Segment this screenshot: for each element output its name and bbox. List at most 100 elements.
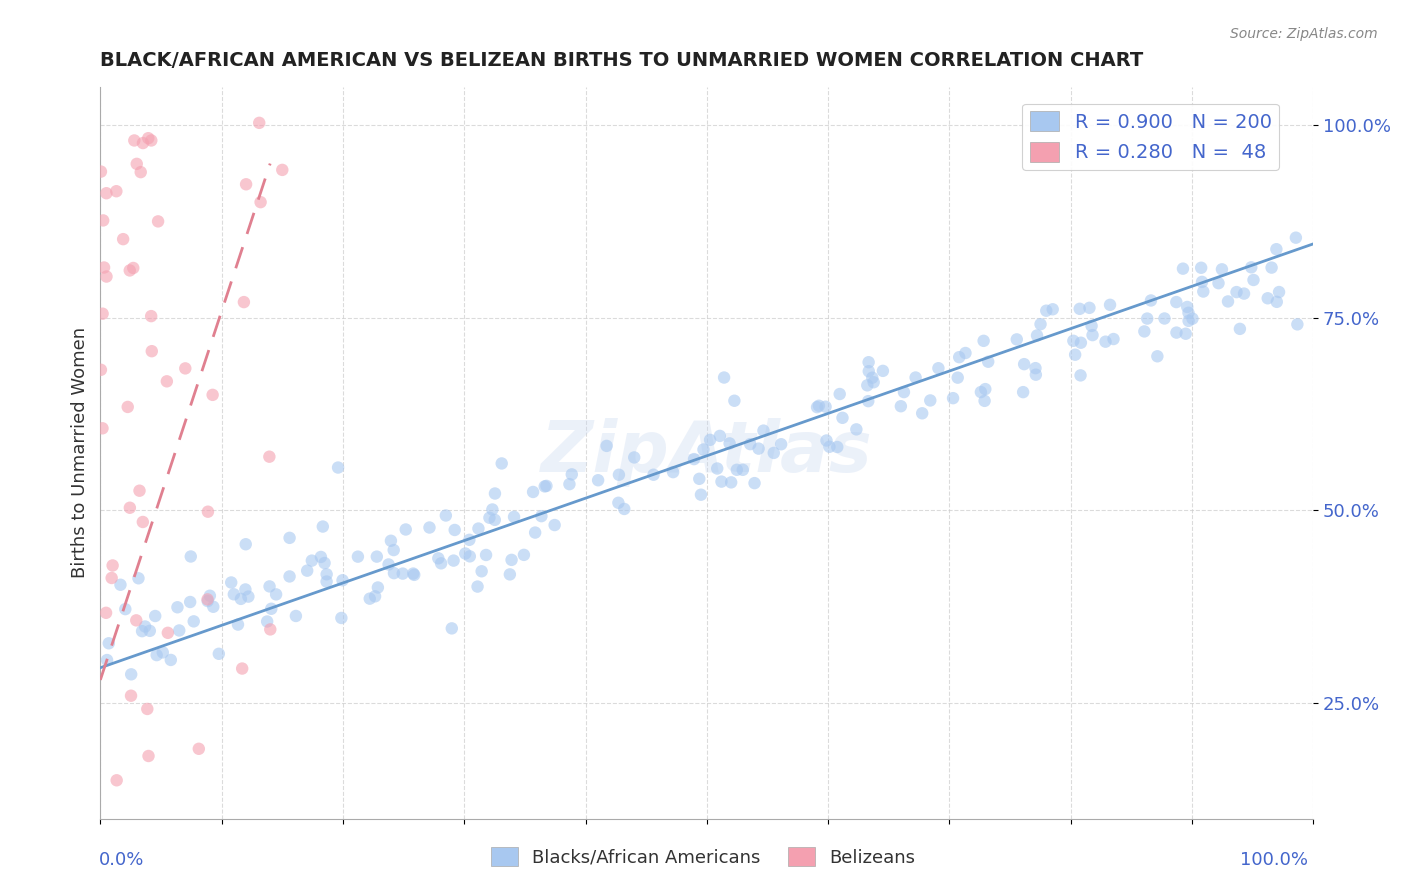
- Point: [713, 370, 735, 384]
- Point: [1171, 261, 1194, 276]
- Point: [1099, 298, 1122, 312]
- Point: [690, 488, 713, 502]
- Point: [607, 496, 630, 510]
- Point: [332, 573, 354, 587]
- Point: [862, 376, 884, 390]
- Point: [382, 566, 405, 581]
- Point: [1140, 293, 1163, 308]
- Point: [1080, 318, 1102, 333]
- Point: [1081, 328, 1104, 343]
- Point: [872, 364, 894, 378]
- Point: [312, 519, 335, 533]
- Point: [226, 617, 249, 632]
- Point: [391, 566, 413, 581]
- Point: [1035, 303, 1057, 318]
- Point: [1062, 334, 1084, 348]
- Point: [1225, 285, 1247, 299]
- Point: [364, 590, 387, 604]
- Text: 100.0%: 100.0%: [1240, 851, 1308, 869]
- Legend: R = 0.900   N = 200, R = 0.280   N =  48: R = 0.900 N = 200, R = 0.280 N = 48: [1022, 103, 1279, 169]
- Point: [278, 569, 301, 583]
- Point: [132, 136, 155, 150]
- Point: [122, 260, 145, 275]
- Point: [1233, 286, 1256, 301]
- Point: [1012, 357, 1035, 371]
- Point: [1192, 285, 1215, 299]
- Point: [201, 388, 224, 402]
- Point: [120, 689, 142, 703]
- Point: [522, 485, 544, 500]
- Point: [222, 587, 245, 601]
- Point: [748, 442, 770, 456]
- Point: [709, 429, 731, 443]
- Point: [202, 599, 225, 614]
- Point: [127, 571, 149, 585]
- Point: [110, 578, 132, 592]
- Point: [418, 520, 440, 534]
- Point: [806, 400, 828, 414]
- Point: [156, 374, 179, 388]
- Point: [481, 502, 503, 516]
- Point: [595, 439, 617, 453]
- Point: [815, 434, 838, 448]
- Point: [1177, 314, 1199, 328]
- Point: [586, 473, 609, 487]
- Point: [1181, 311, 1204, 326]
- Point: [1064, 348, 1087, 362]
- Point: [1136, 311, 1159, 326]
- Point: [1133, 325, 1156, 339]
- Point: [105, 184, 128, 198]
- Point: [1243, 273, 1265, 287]
- Point: [112, 232, 135, 246]
- Point: [315, 574, 337, 589]
- Point: [366, 549, 388, 564]
- Point: [295, 564, 318, 578]
- Point: [607, 467, 630, 482]
- Point: [1153, 311, 1175, 326]
- Point: [1078, 301, 1101, 315]
- Point: [259, 450, 281, 464]
- Point: [125, 613, 148, 627]
- Point: [259, 579, 281, 593]
- Point: [1257, 291, 1279, 305]
- Point: [443, 553, 465, 567]
- Point: [132, 515, 155, 529]
- Point: [536, 479, 558, 493]
- Point: [105, 773, 128, 788]
- Point: [946, 370, 969, 384]
- Point: [904, 370, 927, 384]
- Point: [1268, 285, 1291, 299]
- Point: [818, 440, 841, 454]
- Point: [973, 334, 995, 348]
- Point: [558, 477, 581, 491]
- Point: [1229, 322, 1251, 336]
- Point: [1166, 295, 1188, 310]
- Point: [330, 611, 353, 625]
- Point: [623, 450, 645, 465]
- Point: [235, 582, 257, 597]
- Point: [284, 609, 307, 624]
- Point: [309, 549, 332, 564]
- Point: [347, 549, 370, 564]
- Point: [484, 486, 506, 500]
- Point: [1146, 349, 1168, 363]
- Text: 0.0%: 0.0%: [98, 851, 143, 869]
- Point: [688, 472, 710, 486]
- Point: [134, 619, 156, 633]
- Point: [1191, 275, 1213, 289]
- Point: [315, 567, 337, 582]
- Point: [706, 461, 728, 475]
- Point: [197, 505, 219, 519]
- Point: [683, 452, 706, 467]
- Point: [359, 591, 381, 606]
- Point: [434, 508, 457, 523]
- Point: [219, 575, 242, 590]
- Point: [613, 502, 636, 516]
- Point: [91, 213, 114, 227]
- Point: [231, 661, 253, 675]
- Point: [762, 446, 785, 460]
- Point: [1216, 294, 1239, 309]
- Point: [911, 406, 934, 420]
- Point: [166, 600, 188, 615]
- Point: [1102, 332, 1125, 346]
